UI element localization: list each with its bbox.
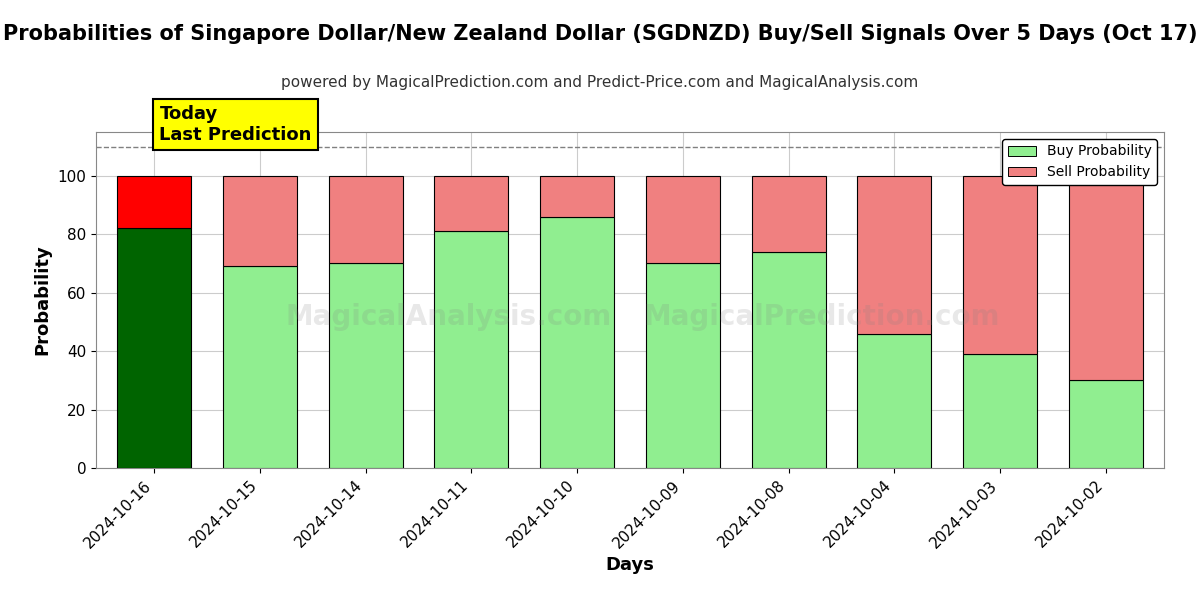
Bar — [540, 217, 614, 468]
Bar — [329, 263, 403, 468]
Bar — [964, 176, 1037, 354]
Text: MagicalAnalysis.com: MagicalAnalysis.com — [286, 303, 612, 331]
Bar — [751, 252, 826, 468]
Bar — [646, 176, 720, 263]
Bar — [964, 354, 1037, 468]
Bar — [329, 176, 403, 263]
Bar — [857, 334, 931, 468]
Bar — [434, 176, 509, 232]
Legend: Buy Probability, Sell Probability: Buy Probability, Sell Probability — [1002, 139, 1157, 185]
Text: Today
Last Prediction: Today Last Prediction — [160, 105, 312, 143]
Bar — [540, 176, 614, 217]
Bar — [751, 176, 826, 252]
X-axis label: Days: Days — [606, 556, 654, 574]
Text: MagicalPrediction.com: MagicalPrediction.com — [644, 303, 1001, 331]
Text: Probabilities of Singapore Dollar/New Zealand Dollar (SGDNZD) Buy/Sell Signals O: Probabilities of Singapore Dollar/New Ze… — [2, 24, 1198, 44]
Bar — [1069, 176, 1142, 380]
Bar — [223, 176, 296, 266]
Bar — [646, 263, 720, 468]
Text: powered by MagicalPrediction.com and Predict-Price.com and MagicalAnalysis.com: powered by MagicalPrediction.com and Pre… — [281, 75, 919, 90]
Bar — [434, 232, 509, 468]
Bar — [223, 266, 296, 468]
Y-axis label: Probability: Probability — [34, 245, 52, 355]
Bar — [1069, 380, 1142, 468]
Bar — [118, 176, 191, 229]
Bar — [118, 229, 191, 468]
Bar — [857, 176, 931, 334]
